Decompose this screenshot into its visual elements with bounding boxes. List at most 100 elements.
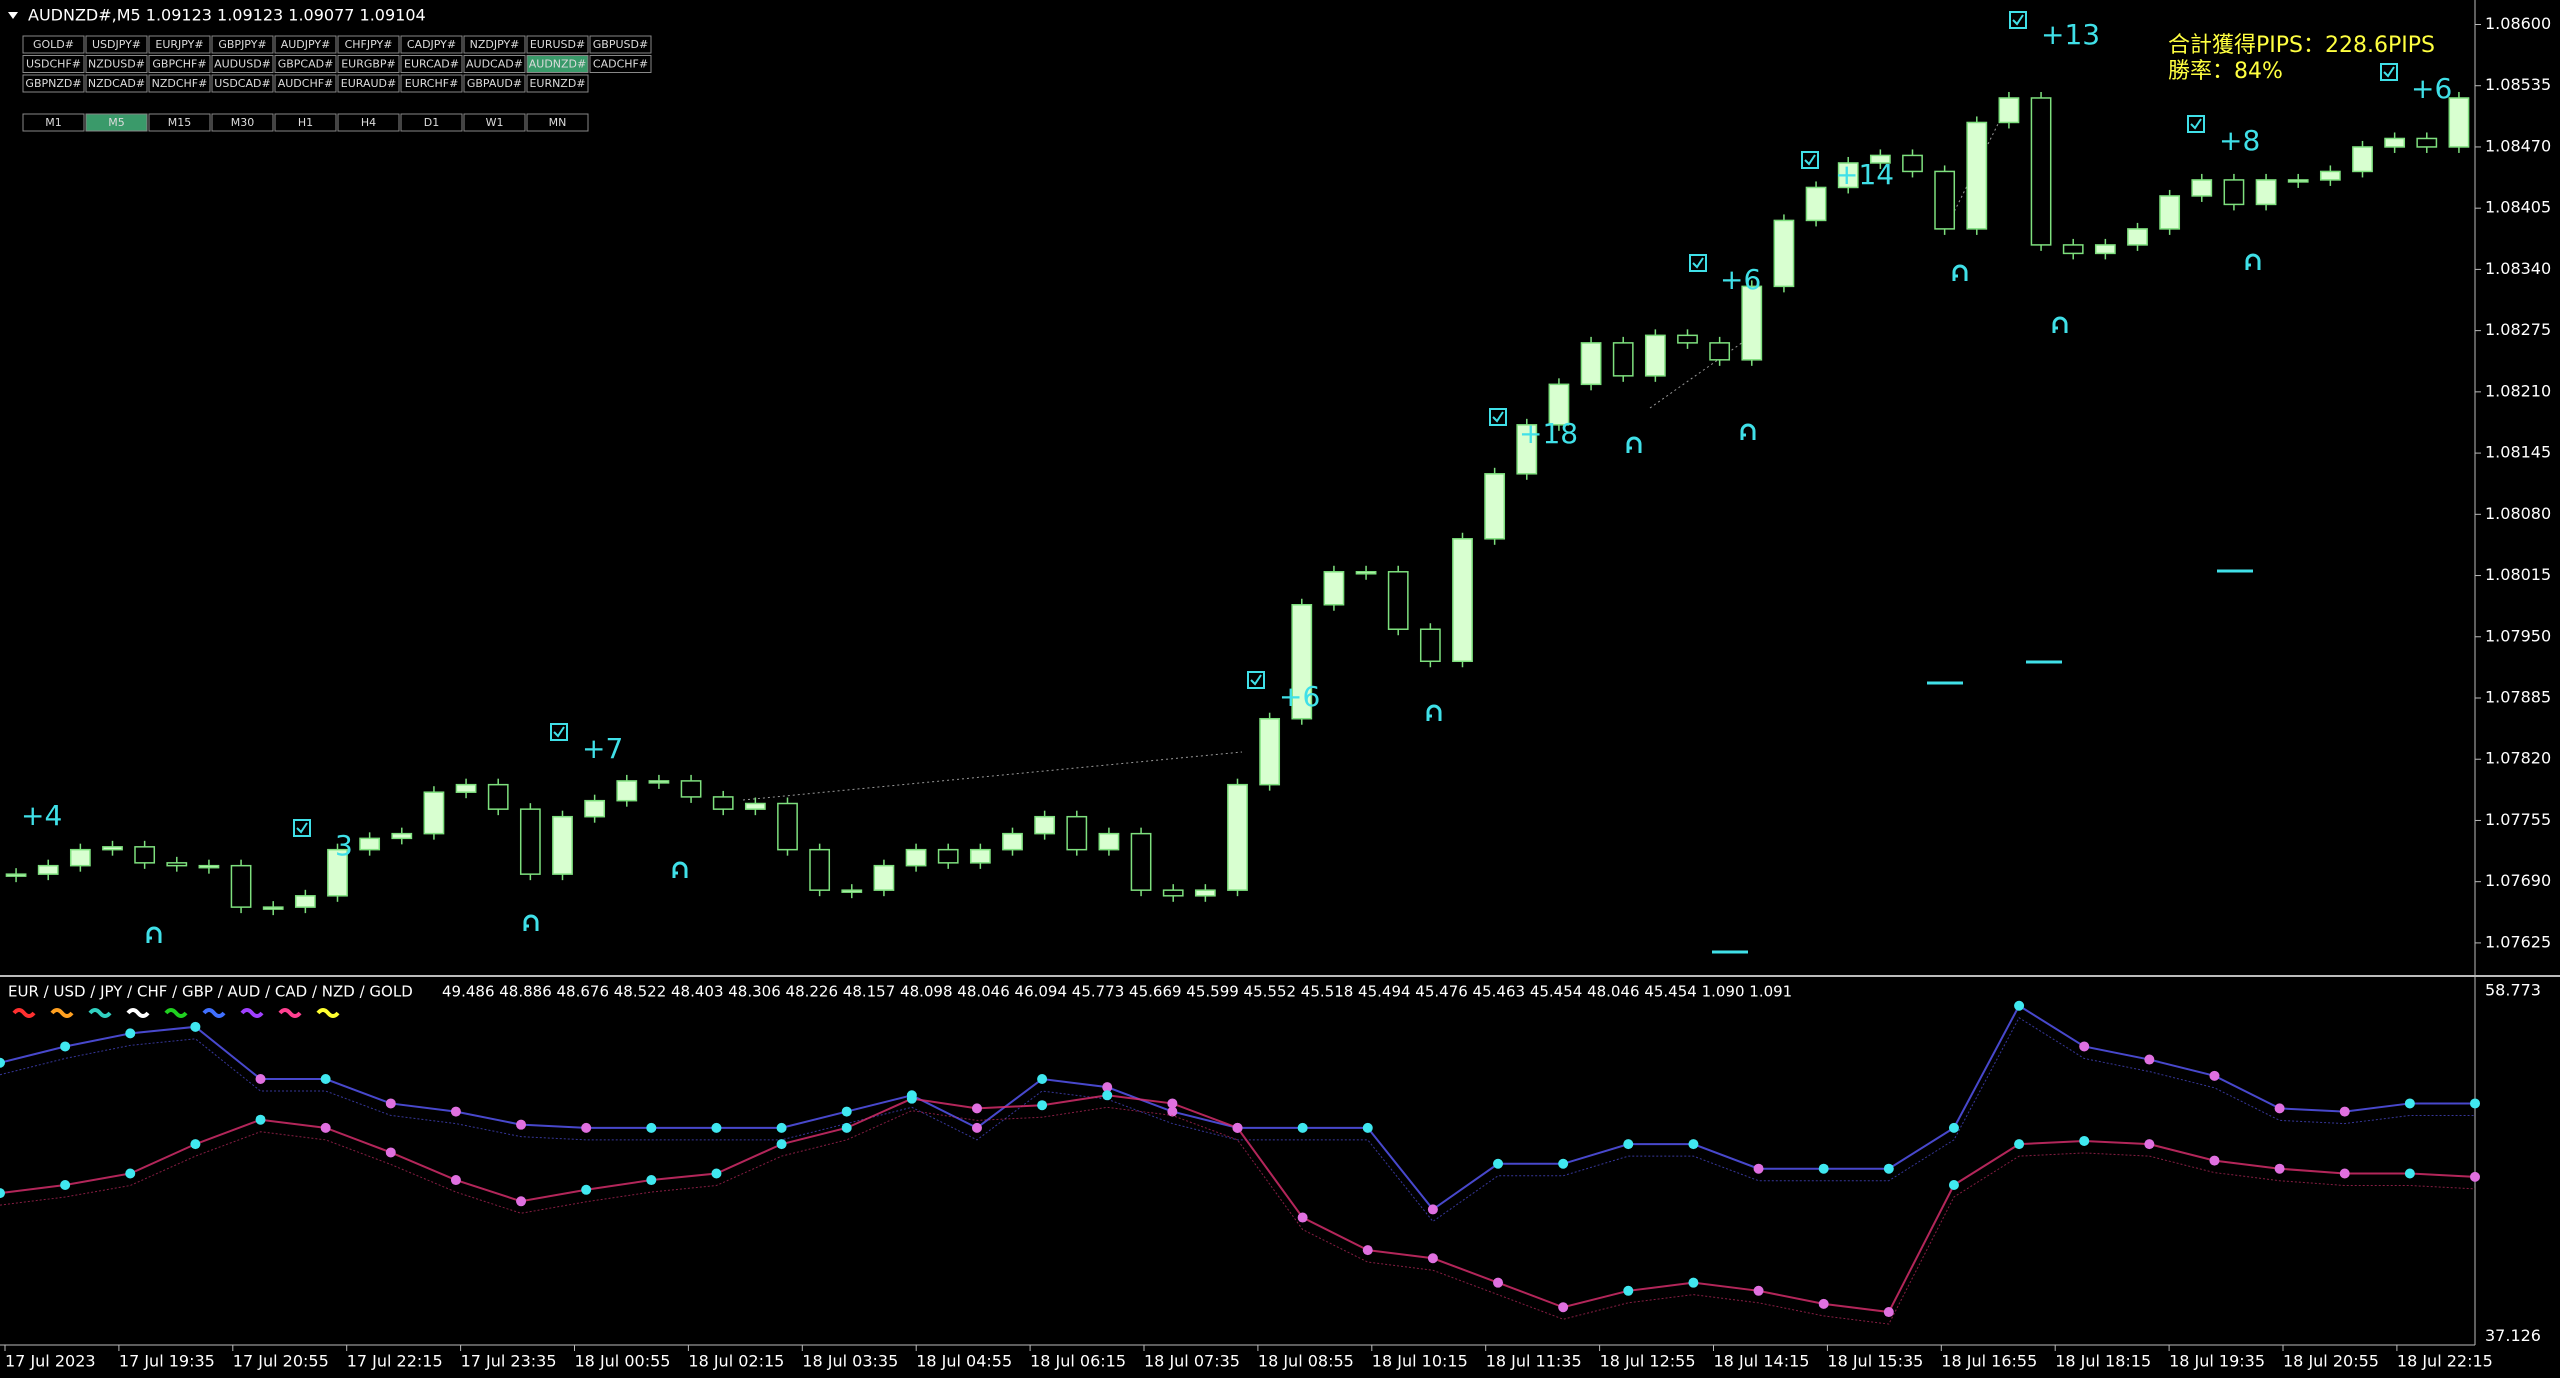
symbol-button[interactable] (337, 35, 400, 54)
symbol-button[interactable] (337, 74, 400, 93)
candle-body (1677, 334, 1698, 344)
symbol-label[interactable]: NZDJPY# (470, 38, 520, 51)
symbol-button[interactable] (22, 35, 85, 54)
symbol-label[interactable]: AUDCHF# (278, 77, 334, 90)
symbol-button[interactable] (148, 55, 211, 73)
timeframe-label[interactable]: D1 (424, 116, 439, 129)
candle-body (359, 837, 381, 851)
symbol-button[interactable] (148, 74, 211, 93)
dropdown-icon[interactable] (8, 12, 18, 19)
indicator-dot (2144, 1054, 2155, 1065)
symbol-label[interactable]: AUDNZD# (529, 58, 587, 71)
timeframe-button[interactable] (211, 113, 274, 132)
timeframe-button[interactable] (22, 113, 85, 132)
symbol-button[interactable] (148, 35, 211, 54)
candle-body (2352, 146, 2373, 173)
symbol-label[interactable]: EURCAD# (404, 58, 459, 71)
timeframe-label[interactable]: M15 (168, 116, 192, 129)
indicator-dot (776, 1122, 787, 1133)
entry-icon (1801, 151, 1819, 169)
symbol-button[interactable] (85, 35, 148, 54)
timeframe-label[interactable]: M30 (231, 116, 255, 129)
symbol-label[interactable]: EURAUD# (341, 77, 396, 90)
symbol-button[interactable] (463, 74, 526, 93)
symbol-button[interactable] (589, 35, 652, 54)
symbol-button[interactable] (526, 55, 589, 73)
symbol-label[interactable]: USDJPY# (92, 38, 141, 51)
symbol-button[interactable] (274, 74, 337, 93)
indicator-dot (841, 1122, 852, 1133)
symbol-label[interactable]: NZDCHF# (152, 77, 208, 90)
symbol-label[interactable]: EURUSD# (530, 38, 585, 51)
timeframe-button[interactable] (463, 113, 526, 132)
symbol-label[interactable]: EURGBP# (341, 58, 396, 71)
x-tick-label: 18 Jul 02:15 (688, 1352, 784, 1371)
symbol-label[interactable]: GBPJPY# (218, 38, 266, 51)
symbol-button[interactable] (589, 55, 652, 73)
timeframe-button[interactable] (526, 113, 589, 132)
symbol-label[interactable]: EURNZD# (529, 77, 585, 90)
symbol-label[interactable]: GBPNZD# (25, 77, 81, 90)
timeframe-button[interactable] (85, 113, 148, 132)
timeframe-label[interactable]: H1 (298, 116, 313, 129)
symbol-label[interactable]: GOLD# (33, 38, 74, 51)
timeframe-label[interactable]: W1 (486, 116, 504, 129)
symbol-label[interactable]: GBPAUD# (467, 77, 522, 90)
symbol-button[interactable] (463, 55, 526, 73)
symbol-button[interactable] (526, 74, 589, 93)
symbol-button[interactable] (463, 35, 526, 54)
symbol-button[interactable] (400, 55, 463, 73)
symbol-label[interactable]: NZDUSD# (88, 58, 145, 71)
candle-body (1934, 170, 1956, 230)
symbol-label[interactable]: EURJPY# (155, 38, 203, 51)
entry-check (296, 822, 308, 834)
symbol-button[interactable] (274, 55, 337, 73)
symbol-button[interactable] (526, 35, 589, 54)
symbol-button[interactable] (337, 55, 400, 73)
symbol-label[interactable]: CADJPY# (407, 38, 456, 51)
symbol-label[interactable]: GBPCHF# (152, 58, 206, 71)
y-tick-label: 1.08470 (2485, 136, 2551, 155)
indicator-dot (1948, 1122, 1959, 1133)
candle-body (1966, 121, 1988, 230)
symbol-button[interactable] (400, 35, 463, 54)
candle-body (841, 889, 863, 893)
indicator-dot (1883, 1307, 1894, 1318)
symbol-button[interactable] (211, 74, 274, 93)
indicator-dot (1167, 1098, 1178, 1109)
symbol-label[interactable]: NZDCAD# (88, 77, 145, 90)
exit-icon (1626, 436, 1642, 453)
timeframe-button[interactable] (400, 113, 463, 132)
legend-swatch (12, 1008, 36, 1018)
timeframe-button[interactable] (148, 113, 211, 132)
timeframe-label[interactable]: MN (549, 116, 567, 129)
timeframe-label[interactable]: M5 (108, 116, 125, 129)
symbol-button[interactable] (400, 74, 463, 93)
symbol-button[interactable] (85, 74, 148, 93)
symbol-label[interactable]: EURCHF# (405, 77, 459, 90)
symbol-label[interactable]: AUDUSD# (214, 58, 271, 71)
symbol-label[interactable]: GBPUSD# (593, 38, 648, 51)
symbol-button[interactable] (22, 74, 85, 93)
symbol-button[interactable] (211, 55, 274, 73)
symbol-label[interactable]: CADCHF# (593, 58, 648, 71)
candle-body (1516, 424, 1538, 475)
timeframe-label[interactable]: H4 (361, 116, 376, 129)
symbol-label[interactable]: AUDCAD# (466, 58, 523, 71)
indicator-dot (1102, 1090, 1113, 1101)
trade-pips: +4 (21, 799, 62, 832)
symbol-label[interactable]: USDCHF# (26, 58, 81, 71)
symbol-label[interactable]: GBPCAD# (278, 58, 334, 71)
timeframe-label[interactable]: M1 (45, 116, 62, 129)
symbol-label[interactable]: AUDJPY# (281, 38, 331, 51)
symbol-button[interactable] (85, 55, 148, 73)
symbol-label[interactable]: CHFJPY# (345, 38, 393, 51)
timeframe-button[interactable] (337, 113, 400, 132)
symbol-button[interactable] (211, 35, 274, 54)
symbol-button[interactable] (274, 35, 337, 54)
symbol-label[interactable]: USDCAD# (214, 77, 270, 90)
timeframe-button[interactable] (274, 113, 337, 132)
candle-body (873, 864, 895, 891)
entry-icon (2187, 115, 2205, 133)
symbol-button[interactable] (22, 55, 85, 73)
